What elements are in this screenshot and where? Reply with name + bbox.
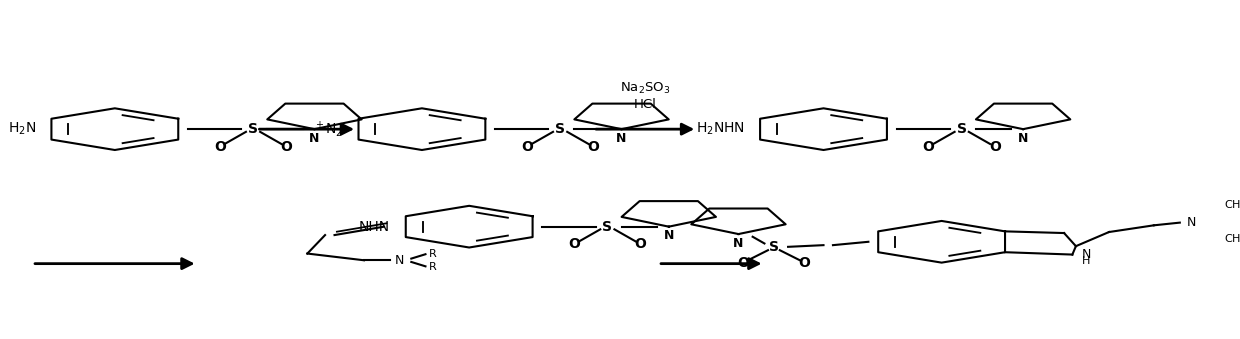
Text: Na$_2$SO$_3$
HCl: Na$_2$SO$_3$ HCl (620, 81, 671, 111)
Text: S: S (769, 240, 779, 254)
Text: H$_2$NHN: H$_2$NHN (696, 121, 744, 137)
Text: S: S (957, 122, 967, 136)
Text: O: O (588, 140, 599, 154)
Text: O: O (799, 256, 811, 270)
Text: N: N (733, 237, 744, 250)
Text: N: N (663, 230, 675, 242)
Text: S: S (603, 220, 613, 234)
Text: O: O (923, 140, 935, 154)
Text: N: N (1081, 248, 1091, 261)
Text: O: O (635, 237, 646, 251)
Text: O: O (215, 140, 226, 154)
Text: O: O (568, 237, 580, 251)
Text: H: H (1081, 256, 1090, 266)
Text: O: O (738, 256, 749, 270)
Text: CH$_3$: CH$_3$ (1224, 198, 1240, 212)
Text: N: N (1187, 216, 1197, 229)
Text: O: O (280, 140, 293, 154)
Text: S: S (248, 122, 258, 136)
Text: R: R (429, 262, 436, 272)
Text: $^+$N$_2$: $^+$N$_2$ (312, 119, 342, 139)
Text: S: S (556, 122, 565, 136)
Text: H$_2$N: H$_2$N (7, 121, 36, 137)
Text: O: O (521, 140, 533, 154)
Text: N: N (1018, 132, 1028, 145)
Text: N: N (394, 254, 404, 267)
Text: CH$_3$: CH$_3$ (1224, 232, 1240, 246)
Text: O: O (988, 140, 1001, 154)
Text: R: R (429, 248, 436, 259)
Text: N: N (309, 132, 320, 145)
Text: N: N (616, 132, 626, 145)
Text: NHN: NHN (358, 220, 391, 234)
